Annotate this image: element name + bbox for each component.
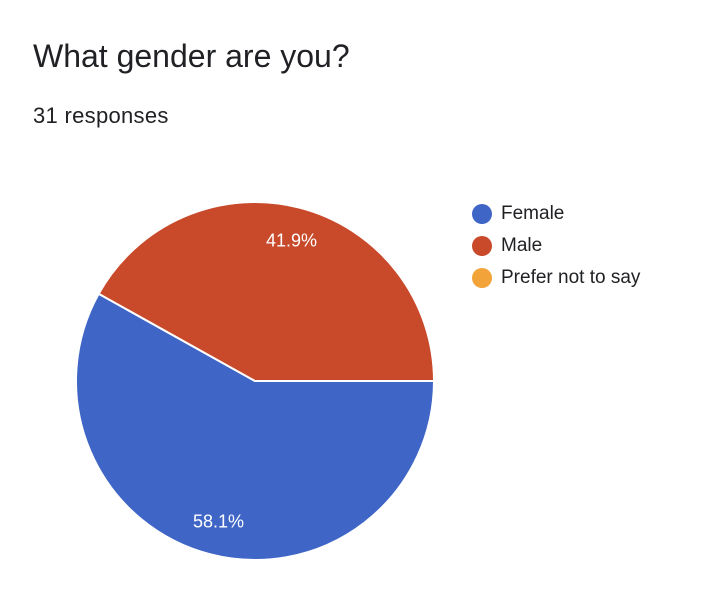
legend-label: Female	[501, 203, 565, 224]
pie-slice-male[interactable]	[97, 201, 435, 382]
pie-slice-female[interactable]	[75, 292, 435, 561]
legend-label: Male	[501, 235, 543, 256]
legend-item-female[interactable]: Female	[472, 198, 640, 230]
slice-label-female: 58.1%	[193, 511, 244, 531]
response-count: 31 responses	[33, 103, 169, 128]
legend-label: Prefer not to say	[501, 267, 641, 288]
legend-item-male[interactable]: Male	[472, 230, 640, 262]
chart-legend: Female Male Prefer not to say	[472, 198, 640, 294]
question-title: What gender are you?	[33, 38, 350, 74]
legend-swatch-icon	[472, 268, 492, 288]
slice-label-male: 41.9%	[266, 231, 317, 251]
legend-swatch-icon	[472, 236, 492, 256]
legend-swatch-icon	[472, 204, 492, 224]
legend-item-prefer-not-to-say[interactable]: Prefer not to say	[472, 262, 640, 294]
